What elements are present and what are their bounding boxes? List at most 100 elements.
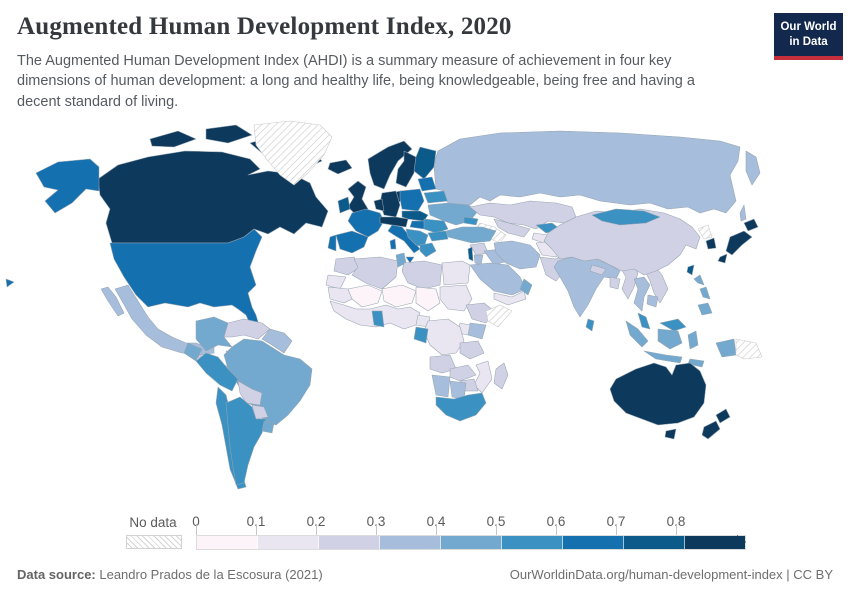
- region-italy[interactable]: [387, 224, 421, 264]
- region-gabon[interactable]: [413, 326, 429, 344]
- region-greenland[interactable]: [253, 120, 333, 186]
- legend-tick-label: 0.5: [486, 514, 506, 529]
- region-guyanas[interactable]: [261, 328, 293, 354]
- region-zambia[interactable]: [449, 364, 477, 382]
- region-kenya[interactable]: [467, 322, 487, 340]
- region-bangladesh[interactable]: [609, 276, 621, 290]
- region-namibia[interactable]: [431, 374, 451, 398]
- region-jordan[interactable]: [473, 254, 484, 266]
- region-mexico[interactable]: [100, 284, 215, 356]
- region-malaysia[interactable]: [637, 312, 687, 332]
- data-source-text: Leandro Prados de la Escosura (2021): [95, 567, 323, 582]
- credit-link[interactable]: OurWorldinData.org/human-development-ind…: [509, 567, 833, 582]
- region-poland[interactable]: [399, 188, 425, 212]
- region-hawaii[interactable]: [5, 278, 15, 288]
- region-north-korea[interactable]: [697, 224, 713, 240]
- region-libya[interactable]: [401, 260, 443, 290]
- data-source-label: Data source:: [17, 567, 96, 582]
- legend-bin[interactable]: [441, 536, 502, 549]
- owid-logo[interactable]: Our World in Data: [774, 13, 843, 60]
- region-morocco[interactable]: [333, 256, 361, 276]
- region-bulgaria[interactable]: [427, 230, 449, 242]
- region-cambodia[interactable]: [646, 294, 659, 308]
- region-ireland[interactable]: [337, 196, 351, 214]
- legend-tick-mark: [256, 524, 257, 535]
- chart-footer: Data source: Leandro Prados de la Escosu…: [17, 567, 833, 582]
- region-thailand[interactable]: [633, 276, 651, 312]
- legend-tick-mark: [496, 524, 497, 535]
- region-alaska[interactable]: [35, 158, 100, 214]
- region-finland[interactable]: [413, 146, 437, 180]
- legend-bin[interactable]: [319, 536, 380, 549]
- legend-bin[interactable]: [563, 536, 624, 549]
- region-benelux[interactable]: [373, 198, 385, 212]
- region-oman[interactable]: [519, 278, 533, 296]
- legend-bin[interactable]: [685, 536, 745, 549]
- map-legend: No data 0 0.1 0.2 0.3 0.4 0.5 0.6 0.7 0.…: [0, 514, 850, 554]
- region-venezuela[interactable]: [223, 318, 271, 340]
- region-tasmania[interactable]: [664, 428, 677, 440]
- region-spain[interactable]: [335, 230, 369, 254]
- legend-tick-mark: [316, 524, 317, 535]
- legend-bin[interactable]: [197, 536, 258, 549]
- region-iceland[interactable]: [327, 159, 353, 175]
- chart-subtitle: The Augmented Human Development Index (A…: [17, 52, 695, 110]
- region-greece[interactable]: [419, 242, 437, 258]
- region-argentina[interactable]: [225, 396, 267, 486]
- region-caucasus[interactable]: [463, 216, 479, 226]
- region-nepal[interactable]: [589, 264, 607, 276]
- region-uruguay[interactable]: [261, 420, 275, 434]
- region-alps[interactable]: [379, 216, 409, 228]
- region-mali[interactable]: [347, 284, 383, 308]
- region-madagascar[interactable]: [493, 362, 509, 390]
- region-somalia[interactable]: [485, 304, 513, 328]
- region-drc[interactable]: [423, 318, 465, 356]
- region-png[interactable]: [735, 338, 763, 360]
- region-hungary[interactable]: [409, 220, 427, 230]
- region-uk[interactable]: [347, 180, 369, 216]
- owid-logo-line2: in Data: [789, 35, 828, 48]
- region-canada[interactable]: [97, 124, 329, 244]
- chart-header: Augmented Human Development Index, 2020 …: [17, 13, 762, 112]
- region-uzbekistan[interactable]: [493, 218, 531, 238]
- region-iran[interactable]: [493, 240, 541, 270]
- region-egypt[interactable]: [441, 260, 471, 286]
- legend-tick-mark: [436, 524, 437, 535]
- region-tanzania[interactable]: [459, 340, 485, 360]
- region-niger[interactable]: [381, 284, 417, 308]
- region-mongolia[interactable]: [591, 208, 661, 226]
- region-romania[interactable]: [423, 218, 449, 234]
- region-norway[interactable]: [367, 140, 413, 190]
- legend-bin[interactable]: [624, 536, 685, 549]
- region-brazil[interactable]: [223, 338, 313, 426]
- region-philippines[interactable]: [693, 274, 713, 316]
- region-japan[interactable]: [717, 218, 759, 264]
- region-portugal[interactable]: [327, 234, 337, 252]
- region-ghana[interactable]: [371, 310, 385, 328]
- region-chad[interactable]: [415, 286, 441, 312]
- region-baltics[interactable]: [417, 176, 437, 192]
- legend-bin[interactable]: [258, 536, 319, 549]
- region-algeria[interactable]: [351, 256, 399, 290]
- region-taiwan[interactable]: [686, 264, 695, 276]
- region-south-africa[interactable]: [435, 392, 487, 422]
- region-israel[interactable]: [467, 246, 474, 262]
- legend-bin[interactable]: [380, 536, 441, 549]
- legend-no-data-swatch[interactable]: [126, 535, 182, 549]
- region-sri-lanka[interactable]: [585, 318, 595, 332]
- region-angola[interactable]: [429, 354, 457, 374]
- region-west-papua[interactable]: [715, 338, 737, 358]
- region-bolivia[interactable]: [237, 380, 263, 406]
- legend-tick-label: 0.7: [606, 514, 626, 529]
- region-russia[interactable]: [433, 130, 761, 222]
- region-australia[interactable]: [609, 362, 707, 426]
- legend-tick-label: 0.8: [666, 514, 686, 529]
- region-yemen[interactable]: [493, 290, 527, 306]
- region-turkey[interactable]: [445, 226, 497, 244]
- legend-bin[interactable]: [502, 536, 563, 549]
- region-france[interactable]: [347, 208, 385, 238]
- region-sudan[interactable]: [439, 284, 473, 312]
- region-indonesia[interactable]: [625, 320, 705, 368]
- region-south-korea[interactable]: [705, 237, 717, 250]
- region-new-zealand[interactable]: [701, 408, 731, 440]
